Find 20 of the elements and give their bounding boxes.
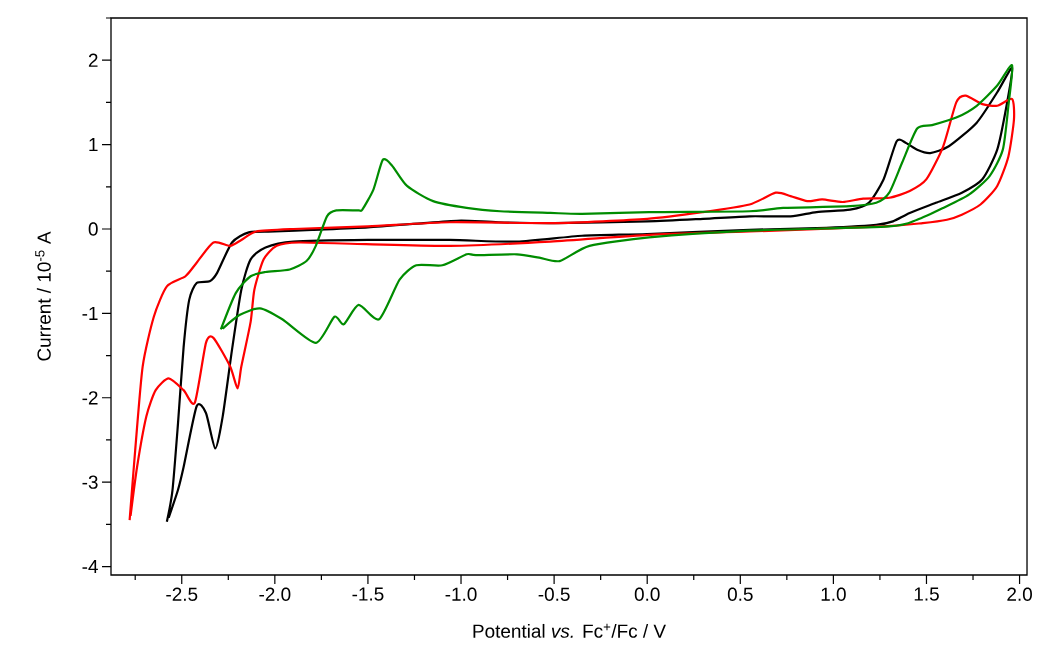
x-tick-label: -0.5 bbox=[538, 587, 570, 601]
y-tick-label: -1 bbox=[82, 306, 98, 320]
y-tick-label: 1 bbox=[89, 138, 98, 152]
x-tick-label: 0.5 bbox=[727, 587, 753, 601]
x-tick-label: 1.5 bbox=[914, 587, 939, 601]
x-axis-title: Potential vs. Fc$^{+}$/Fc / V bbox=[473, 623, 666, 638]
x-tick-label: 2.0 bbox=[1007, 587, 1032, 601]
x-tick-label: -1.5 bbox=[352, 587, 384, 601]
x-tick-label: -2.5 bbox=[166, 587, 198, 601]
x-tick-label: -1.0 bbox=[445, 587, 477, 601]
y-tick-label: -2 bbox=[82, 391, 98, 405]
x-tick-label: 1.0 bbox=[821, 587, 846, 601]
x-tick-label: -2.0 bbox=[259, 587, 291, 601]
y-tick-label: -3 bbox=[82, 475, 98, 489]
line-series bbox=[219, 64, 1014, 345]
y-tick-label: 2 bbox=[88, 53, 98, 67]
x-tick-label: 0.0 bbox=[634, 587, 660, 601]
y-axis-title: Current / 10$^{-5}$ A bbox=[35, 231, 51, 361]
y-tick-label: 0 bbox=[88, 222, 98, 236]
y-tick-label: -4 bbox=[82, 560, 98, 574]
